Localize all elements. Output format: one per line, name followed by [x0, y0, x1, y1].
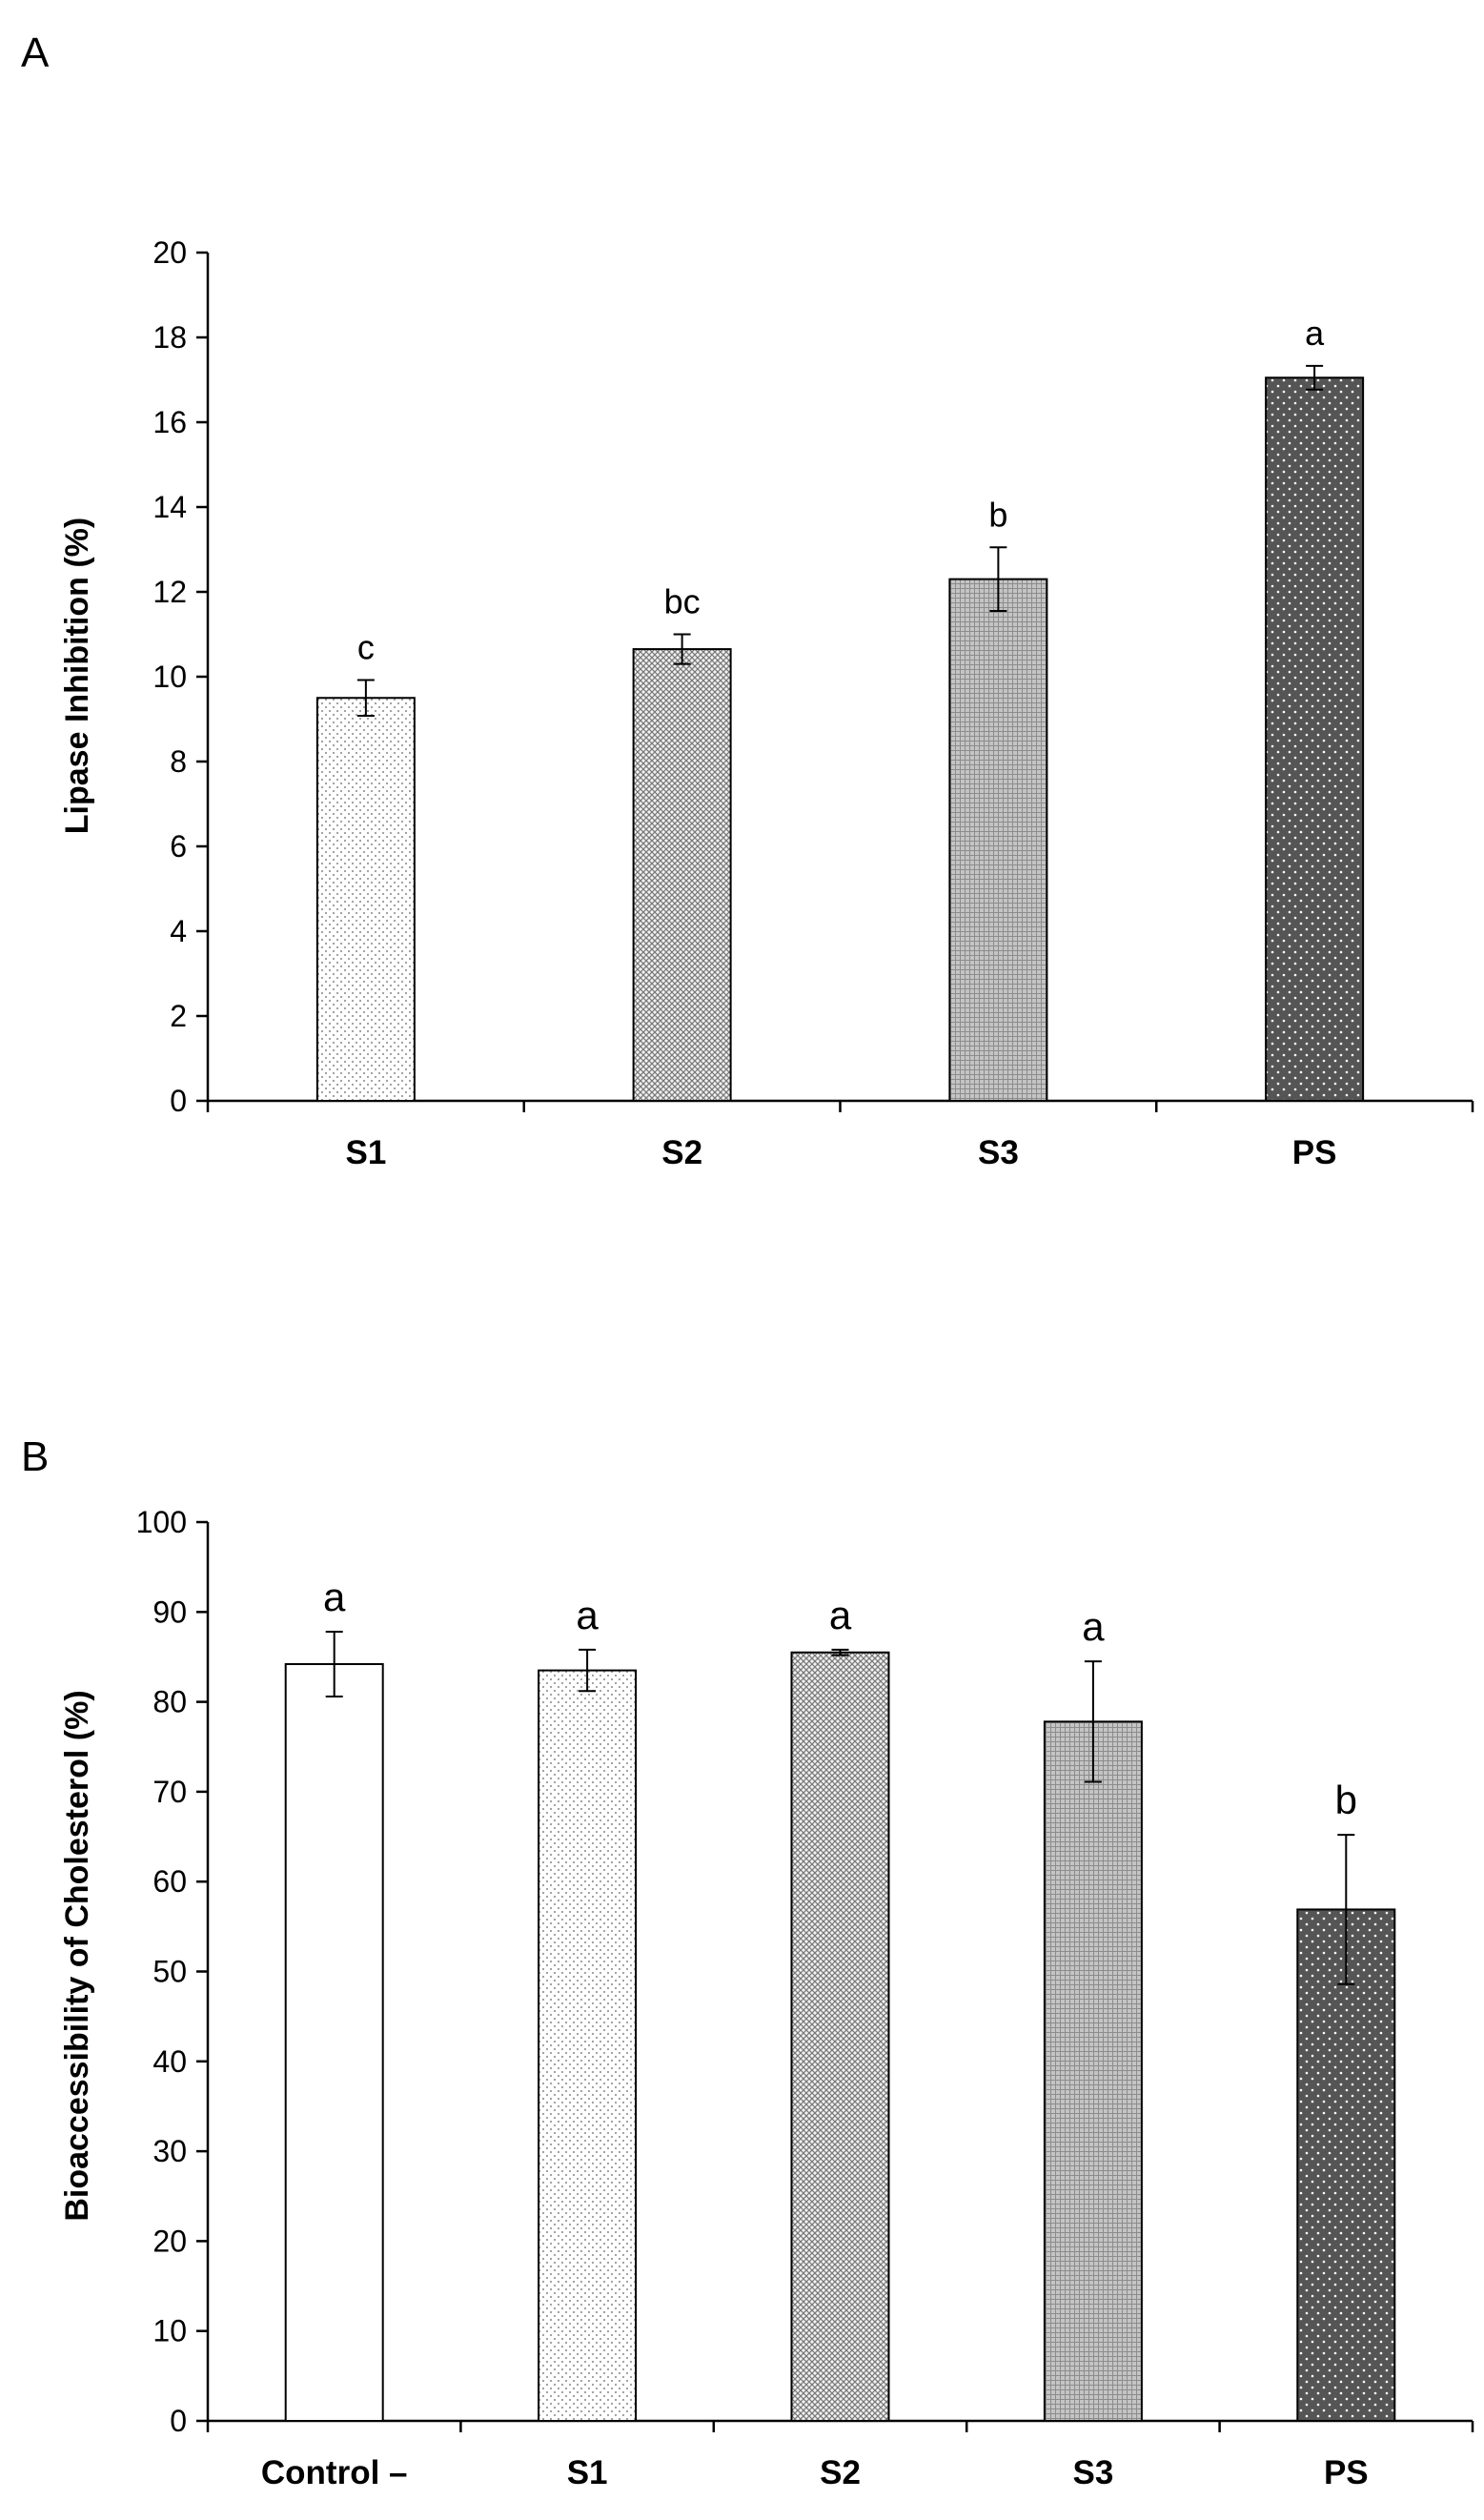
significance-label: a — [576, 1593, 599, 1637]
y-tick-label: 40 — [152, 2044, 187, 2079]
panel-b: B Bioaccessibility of Cholesterol (%) 0 1… — [21, 1433, 1474, 2491]
x-tick-label: PS — [1292, 1134, 1337, 1171]
y-tick-label: 14 — [152, 490, 187, 524]
y-axis-label: Bioaccessibility of Cholesterol (%) — [59, 1690, 95, 2221]
x-tick-label: S2 — [661, 1134, 702, 1171]
panel-label: A — [21, 30, 50, 76]
bar — [315, 697, 416, 1102]
panel-label: B — [21, 1433, 49, 1480]
y-tick-label: 20 — [152, 2224, 187, 2258]
y-tick-label: 0 — [170, 1084, 187, 1118]
y-tick-label: 100 — [136, 1505, 187, 1539]
y-tick-label: 4 — [170, 914, 187, 948]
bar — [284, 1662, 384, 2422]
panel-a: A Lipase Inhibition (%) 0 2 4 6 8 10 12 14 16 18 2… — [21, 30, 1474, 1171]
x-tick-label: S3 — [978, 1134, 1019, 1171]
y-tick-label: 0 — [170, 2404, 187, 2438]
significance-label: a — [323, 1575, 346, 1619]
plot-area: 0 2 4 6 8 10 12 14 16 18 20 c S1 bc S2 b S3 a PS — [152, 235, 1474, 1171]
y-tick-label: 8 — [170, 744, 187, 779]
y-tick-label: 30 — [152, 2134, 187, 2168]
x-tick-label: S2 — [820, 2454, 861, 2491]
significance-label: b — [1335, 1778, 1357, 1822]
plot-area: 0 10 20 30 40 50 60 70 80 90 100 a Control – a S1 a S2 a S… — [136, 1505, 1474, 2491]
y-tick-label: 16 — [152, 405, 187, 439]
significance-label: b — [988, 495, 1007, 534]
y-tick-label: 12 — [152, 575, 187, 609]
y-axis-label: Lipase Inhibition (%) — [59, 518, 95, 834]
bar — [790, 1651, 890, 2422]
y-tick-label: 50 — [152, 1955, 187, 1989]
y-tick-label: 70 — [152, 1775, 187, 1809]
y-tick-label: 90 — [152, 1595, 187, 1629]
x-tick-label: S1 — [345, 1134, 386, 1171]
x-tick-label: S3 — [1072, 2454, 1113, 2491]
bar — [1265, 376, 1365, 1102]
y-tick-label: 10 — [152, 660, 187, 694]
y-tick-label: 80 — [152, 1685, 187, 1719]
y-tick-label: 18 — [152, 320, 187, 355]
x-tick-label: PS — [1324, 2454, 1369, 2491]
y-tick-label: 6 — [170, 829, 187, 864]
y-tick-label: 60 — [152, 1864, 187, 1899]
y-tick-label: 20 — [152, 235, 187, 270]
x-tick-label: Control – — [261, 2454, 408, 2491]
bar — [1043, 1720, 1143, 2422]
x-tick-label: S1 — [567, 2454, 608, 2491]
significance-label: c — [357, 628, 375, 667]
y-tick-label: 10 — [152, 2314, 187, 2348]
significance-label: bc — [664, 582, 701, 621]
bar — [948, 578, 1048, 1102]
bar — [1296, 1908, 1396, 2422]
bar — [632, 648, 732, 1102]
significance-label: a — [829, 1593, 852, 1637]
bar — [538, 1669, 638, 2422]
y-tick-label: 2 — [170, 999, 187, 1033]
significance-label: a — [1305, 314, 1325, 353]
significance-label: a — [1082, 1604, 1105, 1649]
